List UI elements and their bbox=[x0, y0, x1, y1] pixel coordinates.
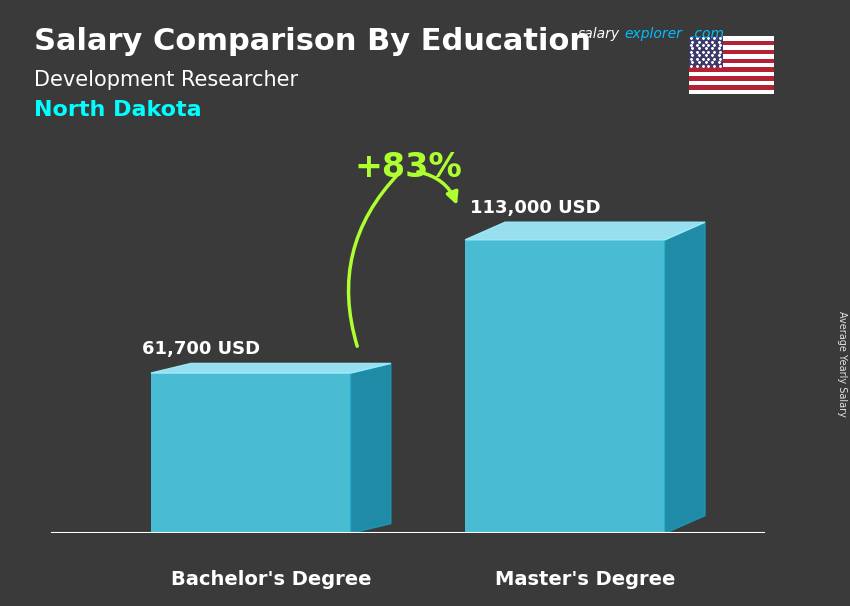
Text: Bachelor's Degree: Bachelor's Degree bbox=[171, 570, 371, 588]
Text: +83%: +83% bbox=[354, 151, 462, 184]
Bar bbox=[688, 36, 722, 67]
Bar bbox=[151, 373, 351, 533]
Text: Salary Comparison By Education: Salary Comparison By Education bbox=[34, 27, 591, 56]
Text: North Dakota: North Dakota bbox=[34, 100, 201, 120]
Bar bbox=[688, 36, 774, 41]
Polygon shape bbox=[465, 222, 705, 240]
Text: Development Researcher: Development Researcher bbox=[34, 70, 298, 90]
Text: .com: .com bbox=[690, 27, 724, 41]
Polygon shape bbox=[665, 222, 705, 533]
Text: explorer: explorer bbox=[625, 27, 683, 41]
Polygon shape bbox=[351, 364, 391, 533]
Text: 61,700 USD: 61,700 USD bbox=[142, 340, 260, 358]
Bar bbox=[688, 63, 774, 67]
Bar bbox=[688, 81, 774, 85]
Bar bbox=[688, 90, 774, 94]
Bar bbox=[688, 45, 774, 50]
Text: 113,000 USD: 113,000 USD bbox=[470, 199, 600, 217]
Bar bbox=[465, 240, 665, 533]
Bar bbox=[688, 72, 774, 76]
Polygon shape bbox=[151, 364, 391, 373]
Text: Average Yearly Salary: Average Yearly Salary bbox=[837, 311, 847, 416]
Bar bbox=[688, 54, 774, 59]
Text: Master's Degree: Master's Degree bbox=[495, 570, 675, 588]
Text: salary: salary bbox=[578, 27, 620, 41]
